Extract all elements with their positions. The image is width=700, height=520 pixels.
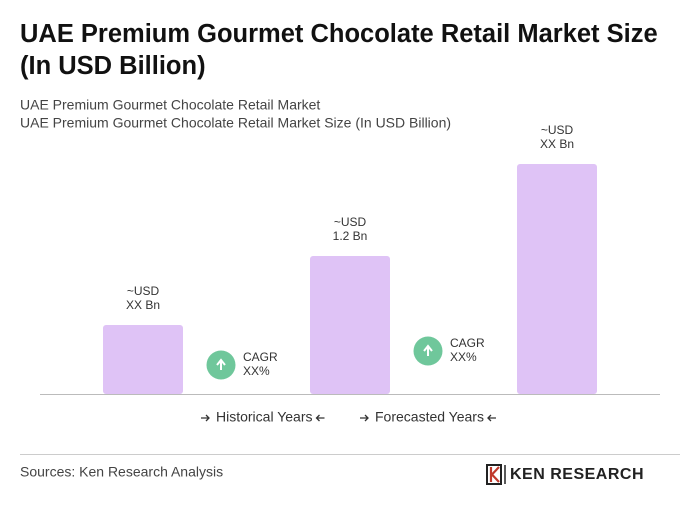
cagr-label: XX% — [243, 364, 270, 378]
source: Sources: Ken Research Analysis — [20, 464, 223, 480]
value-label: XX Bn — [126, 298, 160, 312]
logo-text: KEN RESEARCH — [510, 466, 644, 483]
subtitle: UAE Premium Gourmet Chocolate Retail Mar… — [20, 97, 320, 113]
legend-arrow — [201, 414, 210, 422]
cagr-label: XX% — [450, 350, 477, 364]
legend-arrow — [487, 414, 496, 422]
legend-label: Forecasted Years — [375, 409, 484, 425]
cagr-arrow — [423, 344, 433, 356]
value-label: ~USD — [127, 284, 160, 298]
bar — [310, 256, 390, 394]
legend-arrow — [315, 414, 325, 422]
value-label: XX Bn — [540, 137, 574, 151]
value-label: ~USD — [541, 123, 574, 137]
subtitle: UAE Premium Gourmet Chocolate Retail Mar… — [20, 115, 451, 131]
logo-icon — [486, 464, 506, 485]
cagr-label: CAGR — [243, 350, 278, 364]
legend-arrow — [360, 414, 369, 422]
value-label: 1.2 Bn — [333, 229, 368, 243]
cagr-arrow — [216, 358, 226, 370]
bar — [103, 325, 183, 394]
value-label: ~USD — [334, 215, 367, 229]
cagr-label: CAGR — [450, 336, 485, 350]
bar — [517, 164, 597, 394]
chart-title: UAE Premium Gourmet Chocolate Retail Mar… — [20, 20, 658, 80]
legend-label: Historical Years — [216, 409, 313, 425]
